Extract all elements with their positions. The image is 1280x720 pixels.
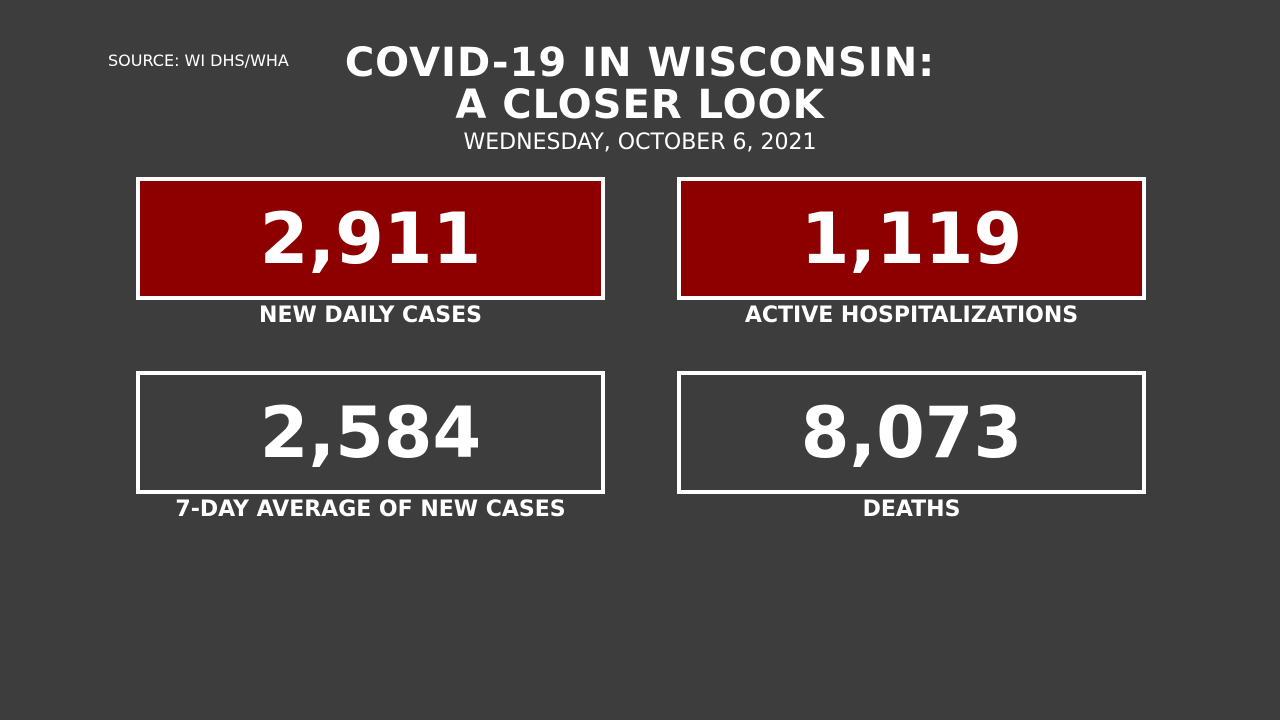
stat-value: 8,073	[677, 371, 1146, 494]
stat-label: 7-DAY AVERAGE OF NEW CASES	[175, 497, 566, 522]
stat-label: ACTIVE HOSPITALIZATIONS	[744, 303, 1079, 328]
source: SOURCE: WI DHS/WHA	[108, 51, 289, 70]
stat-value: 1,119	[677, 177, 1146, 300]
stat-label: NEW DAILY CASES	[259, 303, 482, 328]
date: WEDNESDAY, OCTOBER 6, 2021	[463, 130, 817, 155]
stat-value: 2,584	[136, 371, 605, 494]
title-line: A CLOSER LOOK	[455, 82, 825, 128]
stat-value: 2,911	[136, 177, 605, 300]
title-line: COVID-19 IN WISCONSIN:	[344, 40, 936, 86]
stat-label: DEATHS	[862, 497, 961, 522]
